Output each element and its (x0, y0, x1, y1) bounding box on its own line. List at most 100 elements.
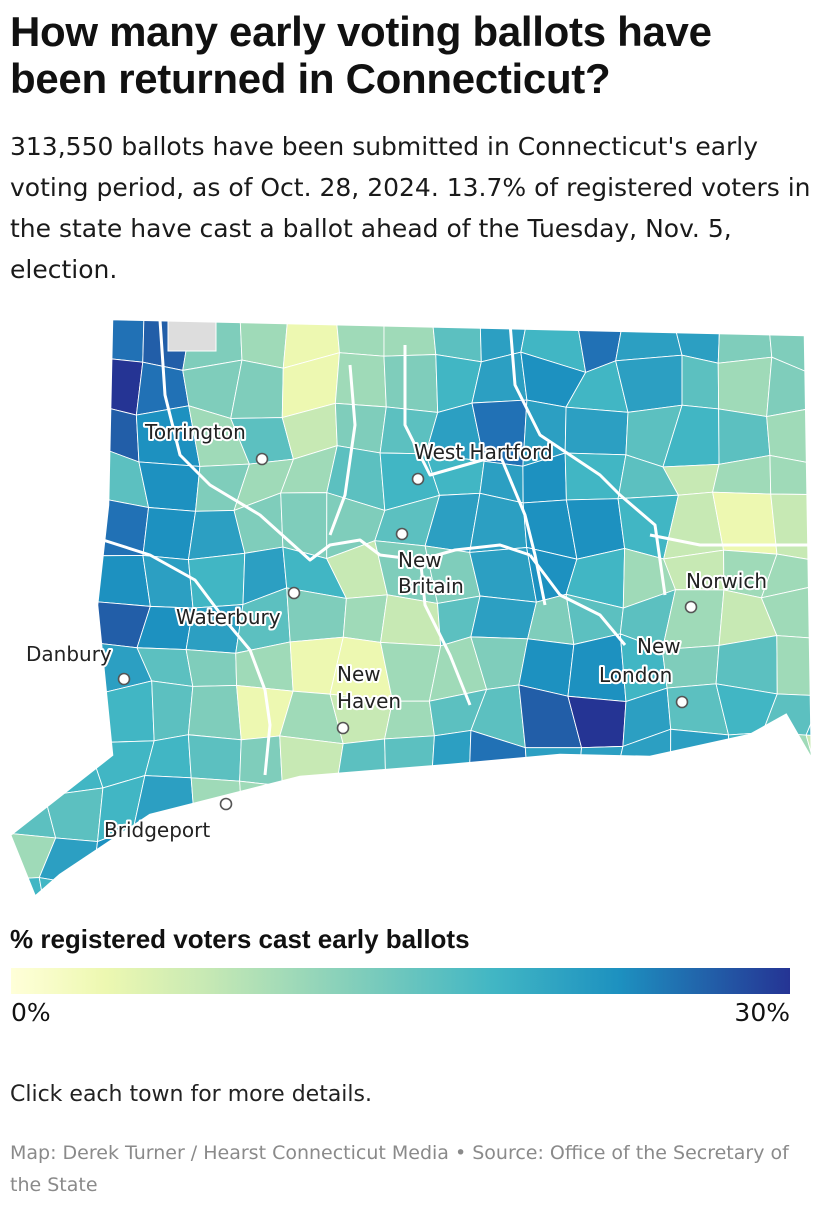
town-shape-no-data[interactable] (167, 320, 217, 352)
town-shape[interactable] (281, 778, 339, 843)
town-shape[interactable] (524, 747, 583, 778)
town-shape[interactable] (564, 406, 629, 456)
town-shape[interactable] (142, 507, 197, 561)
town-shape[interactable] (717, 356, 773, 418)
town-shape[interactable] (517, 826, 583, 885)
town-shape[interactable] (766, 356, 815, 418)
town-shape[interactable] (38, 877, 97, 905)
town-shape[interactable] (0, 594, 59, 646)
town-choropleth[interactable] (0, 315, 820, 905)
town-shape[interactable] (337, 738, 387, 790)
town-shape[interactable] (470, 872, 529, 905)
town-shape[interactable] (804, 877, 820, 905)
town-shape[interactable] (718, 408, 771, 465)
connecticut-town-map[interactable]: Torrington West Hartford New Britain Nor… (0, 305, 820, 905)
city-dot[interactable] (255, 452, 269, 466)
town-shape[interactable] (710, 824, 767, 876)
city-dot[interactable] (117, 672, 131, 686)
town-shape[interactable] (616, 877, 673, 905)
town-shape[interactable] (383, 877, 433, 905)
town-shape[interactable] (662, 788, 731, 830)
town-shape[interactable] (386, 826, 432, 889)
city-dot[interactable] (684, 600, 698, 614)
town-shape[interactable] (765, 874, 816, 905)
town-shape[interactable] (279, 735, 344, 787)
town-shape[interactable] (46, 495, 86, 557)
town-shape[interactable] (334, 352, 387, 408)
town-shape[interactable] (769, 454, 814, 496)
town-shape[interactable] (710, 773, 762, 830)
town-shape[interactable] (575, 883, 625, 905)
town-shape[interactable] (575, 776, 626, 843)
town-shape[interactable] (807, 407, 820, 464)
city-marker-torrington[interactable]: Torrington (142, 418, 269, 466)
town-shape[interactable] (96, 404, 140, 463)
town-shape[interactable] (808, 315, 820, 374)
town-shape[interactable] (84, 555, 151, 607)
town-shape[interactable] (717, 315, 773, 364)
town-shape[interactable] (239, 735, 283, 787)
town-shape[interactable] (614, 780, 672, 843)
town-shape[interactable] (578, 745, 624, 782)
city-dot[interactable] (675, 695, 689, 709)
town-shape[interactable] (0, 680, 47, 741)
town-shape[interactable] (335, 873, 388, 905)
town-shape[interactable] (811, 549, 820, 598)
town-shape[interactable] (383, 315, 437, 357)
town-shape[interactable] (808, 361, 820, 410)
city-marker-new-haven[interactable]: New Haven (335, 660, 403, 735)
town-shape[interactable] (0, 497, 58, 551)
town-shape[interactable] (615, 315, 683, 362)
town-shape[interactable] (0, 737, 46, 797)
town-shape[interactable] (335, 315, 385, 357)
town-shape[interactable] (42, 447, 102, 499)
town-shape[interactable] (0, 402, 48, 457)
town-shape[interactable] (431, 729, 472, 786)
town-shape[interactable] (814, 495, 820, 561)
town-shape[interactable] (662, 869, 727, 905)
city-marker-norwich[interactable]: Norwich (684, 567, 769, 614)
town-shape[interactable] (728, 732, 763, 795)
town-shape[interactable] (151, 680, 194, 742)
town-shape[interactable] (420, 775, 473, 830)
city-marker-danbury[interactable]: Danbury (24, 640, 131, 686)
city-dot[interactable] (395, 527, 409, 541)
city-dot[interactable] (336, 721, 350, 735)
town-shape[interactable] (385, 775, 433, 838)
town-shape[interactable] (46, 547, 97, 603)
town-shape[interactable] (575, 832, 626, 885)
town-shape[interactable] (0, 547, 58, 598)
town-shape[interactable] (46, 355, 98, 406)
town-shape[interactable] (615, 354, 683, 413)
town-shape[interactable] (759, 828, 808, 879)
town-shape[interactable] (469, 547, 537, 603)
town-shape[interactable] (47, 315, 97, 364)
town-shape[interactable] (0, 315, 49, 364)
town-shape[interactable] (86, 355, 144, 416)
city-marker-west-hartford[interactable]: West Hartford (411, 438, 555, 486)
town-shape[interactable] (187, 734, 242, 782)
town-shape[interactable] (468, 773, 528, 830)
town-shape[interactable] (681, 354, 720, 410)
town-shape[interactable] (383, 354, 439, 413)
town-shape[interactable] (142, 879, 202, 905)
town-shape[interactable] (56, 594, 97, 646)
town-shape[interactable] (42, 680, 89, 744)
town-shape[interactable] (470, 826, 527, 880)
town-shape[interactable] (804, 828, 820, 880)
city-dot[interactable] (411, 472, 425, 486)
city-dot[interactable] (219, 797, 233, 811)
town-shape[interactable] (760, 586, 814, 639)
town-shape[interactable] (87, 315, 145, 363)
town-shape[interactable] (662, 824, 727, 879)
town-shape[interactable] (384, 735, 435, 790)
town-shape[interactable] (670, 728, 731, 795)
town-shape[interactable] (185, 649, 238, 687)
town-shape[interactable] (470, 595, 537, 640)
town-shape[interactable] (337, 824, 389, 879)
town-shape[interactable] (334, 402, 387, 454)
town-shape[interactable] (236, 829, 288, 886)
town-shape[interactable] (0, 784, 57, 839)
town-shape[interactable] (91, 879, 145, 905)
town-shape[interactable] (807, 455, 820, 504)
